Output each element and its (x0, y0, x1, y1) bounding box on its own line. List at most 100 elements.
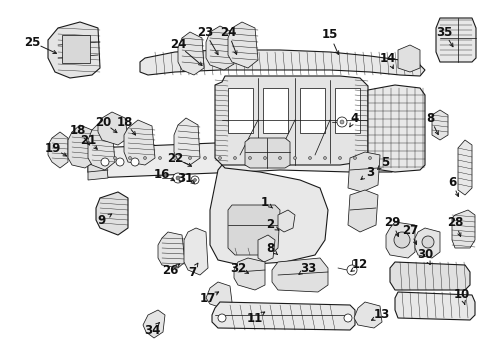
Polygon shape (457, 140, 471, 195)
Polygon shape (347, 152, 379, 192)
Circle shape (193, 179, 196, 181)
Text: 18: 18 (117, 116, 133, 129)
Text: 7: 7 (187, 266, 196, 279)
Text: 8: 8 (265, 242, 274, 255)
Polygon shape (212, 302, 354, 330)
Circle shape (338, 157, 341, 159)
Circle shape (176, 176, 180, 180)
Circle shape (339, 120, 343, 124)
Polygon shape (183, 228, 207, 275)
Circle shape (353, 157, 356, 159)
Polygon shape (48, 22, 100, 78)
Circle shape (263, 157, 266, 159)
Polygon shape (178, 32, 203, 75)
Polygon shape (96, 192, 128, 235)
Polygon shape (48, 132, 68, 168)
Polygon shape (353, 302, 381, 328)
Text: 16: 16 (154, 168, 170, 181)
FancyBboxPatch shape (334, 88, 359, 133)
Text: 18: 18 (70, 123, 86, 136)
Circle shape (191, 176, 199, 184)
Text: 1: 1 (261, 195, 268, 208)
Circle shape (128, 157, 131, 159)
Polygon shape (389, 262, 469, 290)
Text: 4: 4 (350, 112, 358, 125)
Text: 19: 19 (45, 141, 61, 154)
Text: 29: 29 (383, 216, 399, 229)
Text: 10: 10 (453, 288, 469, 302)
Circle shape (421, 236, 433, 248)
Circle shape (368, 157, 371, 159)
Text: 20: 20 (95, 116, 111, 129)
Polygon shape (227, 22, 258, 68)
Text: 35: 35 (435, 26, 451, 39)
Polygon shape (205, 26, 234, 70)
Text: 12: 12 (351, 258, 367, 271)
Circle shape (393, 232, 409, 248)
Polygon shape (271, 258, 327, 292)
Polygon shape (451, 210, 474, 248)
Text: 11: 11 (246, 311, 263, 324)
Polygon shape (227, 205, 280, 255)
Circle shape (218, 314, 225, 322)
Circle shape (158, 157, 161, 159)
Polygon shape (142, 310, 164, 338)
Circle shape (248, 157, 251, 159)
Circle shape (188, 157, 191, 159)
Polygon shape (385, 222, 414, 258)
Circle shape (113, 157, 116, 159)
Circle shape (173, 157, 176, 159)
Text: 21: 21 (80, 134, 96, 147)
Polygon shape (124, 120, 155, 165)
Text: 31: 31 (177, 171, 193, 184)
Text: 13: 13 (373, 309, 389, 321)
Text: 15: 15 (321, 28, 338, 41)
Circle shape (218, 157, 221, 159)
Polygon shape (367, 85, 424, 172)
Polygon shape (88, 122, 115, 170)
Polygon shape (68, 125, 94, 168)
Circle shape (308, 157, 311, 159)
Circle shape (278, 157, 281, 159)
Polygon shape (394, 292, 474, 320)
Polygon shape (88, 148, 108, 180)
Polygon shape (431, 110, 447, 140)
Polygon shape (278, 210, 294, 232)
Text: 9: 9 (98, 213, 106, 226)
Circle shape (131, 158, 139, 166)
FancyBboxPatch shape (227, 88, 252, 133)
Text: 25: 25 (24, 36, 40, 49)
Text: 28: 28 (446, 216, 462, 229)
Polygon shape (258, 235, 274, 262)
FancyBboxPatch shape (62, 35, 90, 63)
Text: 2: 2 (265, 219, 273, 231)
Polygon shape (209, 165, 327, 265)
Polygon shape (174, 118, 200, 165)
Circle shape (323, 157, 326, 159)
Polygon shape (215, 76, 367, 165)
FancyBboxPatch shape (299, 88, 325, 133)
Text: 22: 22 (166, 152, 183, 165)
Circle shape (101, 158, 109, 166)
Text: 8: 8 (425, 112, 433, 125)
Text: 33: 33 (299, 261, 315, 274)
Circle shape (173, 173, 183, 183)
Text: 17: 17 (200, 292, 216, 305)
Circle shape (336, 117, 346, 127)
Text: 23: 23 (197, 26, 213, 39)
Polygon shape (397, 45, 419, 72)
Circle shape (143, 157, 146, 159)
Text: 5: 5 (380, 156, 388, 168)
Polygon shape (244, 138, 289, 168)
Text: 34: 34 (143, 324, 160, 337)
Polygon shape (435, 18, 475, 62)
Circle shape (233, 157, 236, 159)
Text: 14: 14 (379, 51, 395, 64)
Text: 27: 27 (401, 224, 417, 237)
FancyBboxPatch shape (263, 88, 287, 133)
Polygon shape (414, 228, 439, 258)
Text: 6: 6 (447, 175, 455, 189)
Polygon shape (158, 232, 184, 268)
Text: 24: 24 (169, 39, 186, 51)
Polygon shape (88, 140, 394, 178)
